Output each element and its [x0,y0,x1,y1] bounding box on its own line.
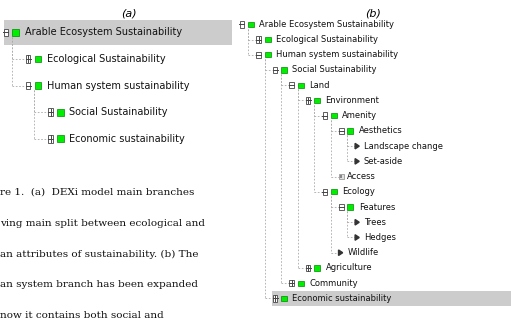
FancyBboxPatch shape [273,295,277,302]
Text: Trees: Trees [364,218,386,227]
Text: an system branch has been expanded: an system branch has been expanded [0,280,198,289]
Text: Access: Access [347,172,376,181]
Text: Hedges: Hedges [364,233,396,242]
Polygon shape [355,235,359,240]
FancyBboxPatch shape [322,189,327,195]
Text: Human system sustainability: Human system sustainability [276,50,398,59]
FancyBboxPatch shape [35,56,41,62]
FancyBboxPatch shape [12,29,19,36]
Text: Ecological Sustainability: Ecological Sustainability [276,35,378,44]
FancyBboxPatch shape [340,175,342,178]
Text: Social Sustainability: Social Sustainability [292,65,377,75]
Text: Aesthetics: Aesthetics [359,126,403,135]
FancyBboxPatch shape [48,108,53,116]
FancyBboxPatch shape [339,174,344,179]
FancyBboxPatch shape [322,112,327,119]
Text: Arable Ecosystem Sustainability: Arable Ecosystem Sustainability [260,20,394,29]
FancyBboxPatch shape [314,265,320,271]
FancyBboxPatch shape [248,22,254,27]
FancyBboxPatch shape [289,82,294,88]
Text: an attributes of sustainability. (b) The: an attributes of sustainability. (b) The [0,249,198,259]
FancyBboxPatch shape [347,128,354,133]
FancyBboxPatch shape [306,97,310,104]
Text: Community: Community [309,279,358,288]
Text: (b): (b) [365,8,381,18]
FancyBboxPatch shape [339,204,343,210]
Text: Social Sustainability: Social Sustainability [69,107,168,117]
FancyBboxPatch shape [289,280,294,286]
Text: Landscape change: Landscape change [364,142,443,151]
Text: Human system sustainability: Human system sustainability [47,81,190,90]
FancyBboxPatch shape [331,189,337,194]
Text: Ecological Sustainability: Ecological Sustainability [47,54,166,64]
Text: Wildlife: Wildlife [347,248,379,257]
Text: Economic sustainability: Economic sustainability [292,294,392,303]
Polygon shape [355,220,359,225]
Text: re 1.  (a)  DEXi model main branches: re 1. (a) DEXi model main branches [0,188,194,197]
Text: Economic sustainability: Economic sustainability [69,134,185,144]
Text: Land: Land [309,81,330,90]
FancyBboxPatch shape [240,21,244,28]
FancyBboxPatch shape [281,296,287,301]
FancyBboxPatch shape [314,98,320,103]
FancyBboxPatch shape [57,109,64,115]
FancyBboxPatch shape [298,83,304,88]
FancyBboxPatch shape [26,55,31,63]
Text: ving main split between ecological and: ving main split between ecological and [0,219,205,228]
FancyBboxPatch shape [26,82,31,89]
Text: Ecology: Ecology [342,187,375,196]
FancyBboxPatch shape [57,135,64,142]
Polygon shape [355,143,359,149]
Polygon shape [338,250,343,255]
FancyBboxPatch shape [35,82,41,89]
FancyBboxPatch shape [331,113,337,118]
Text: now it contains both social and: now it contains both social and [0,311,164,320]
FancyBboxPatch shape [265,37,271,42]
Text: Amenity: Amenity [342,111,377,120]
FancyBboxPatch shape [257,36,261,43]
FancyBboxPatch shape [298,281,304,286]
Text: Arable Ecosystem Sustainability: Arable Ecosystem Sustainability [25,28,182,37]
FancyBboxPatch shape [4,20,231,45]
FancyBboxPatch shape [347,204,354,210]
FancyBboxPatch shape [48,135,53,143]
FancyBboxPatch shape [339,128,343,134]
Text: Set-aside: Set-aside [364,157,403,166]
FancyBboxPatch shape [272,291,511,306]
FancyBboxPatch shape [281,67,287,73]
Text: Features: Features [359,202,395,212]
FancyBboxPatch shape [273,67,277,73]
Text: Environment: Environment [326,96,380,105]
FancyBboxPatch shape [4,29,8,36]
Text: Agriculture: Agriculture [326,263,372,272]
Text: (a): (a) [122,8,137,18]
FancyBboxPatch shape [306,265,310,271]
FancyBboxPatch shape [257,52,261,58]
Polygon shape [355,159,359,164]
FancyBboxPatch shape [265,52,271,57]
